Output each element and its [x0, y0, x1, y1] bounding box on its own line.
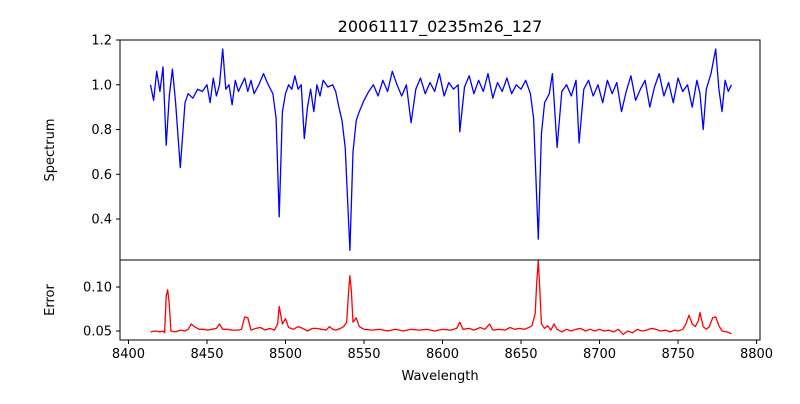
- error-xtick-label: 8650: [504, 347, 537, 362]
- spectrum-frame: [119, 39, 761, 261]
- error-line: [150, 259, 732, 336]
- error-axes: 0.05 0.10 8400 8450 8500 8550 8600 8650 8700 8750…: [83, 259, 773, 362]
- spectrum-ylabel: Spectrum: [43, 119, 58, 182]
- error-xtick-label: 8800: [740, 347, 773, 362]
- error-xtick-label: 8400: [112, 347, 145, 362]
- error-xtick-label: 8750: [661, 347, 694, 362]
- spectrum-ytick-label: 0.6: [91, 168, 112, 183]
- spectrum-ytick-label: 0.4: [91, 213, 112, 228]
- error-frame: [119, 259, 761, 341]
- error-xtick-label: 8450: [190, 347, 223, 362]
- error-ytick-label: 0.05: [83, 325, 112, 340]
- error-xtick-label: 8500: [269, 347, 302, 362]
- spectrum-ytick-label: 1.0: [91, 78, 112, 93]
- xlabel: Wavelength: [401, 369, 478, 384]
- spectrum-line: [149, 48, 732, 252]
- error-ylabel: Error: [43, 284, 58, 316]
- error-ytick-label: 0.10: [83, 281, 112, 296]
- spectrum-axes: 0.4 0.6 0.8 1.0 1.2: [91, 34, 761, 261]
- error-xtick-label: 8600: [426, 347, 459, 362]
- error-xtick-label: 8550: [347, 347, 380, 362]
- spectrum-ytick-label: 1.2: [91, 34, 112, 49]
- error-xtick-label: 8700: [583, 347, 616, 362]
- chart-title: 20061117_0235m26_127: [338, 17, 543, 37]
- spectrum-ytick-label: 0.8: [91, 123, 112, 138]
